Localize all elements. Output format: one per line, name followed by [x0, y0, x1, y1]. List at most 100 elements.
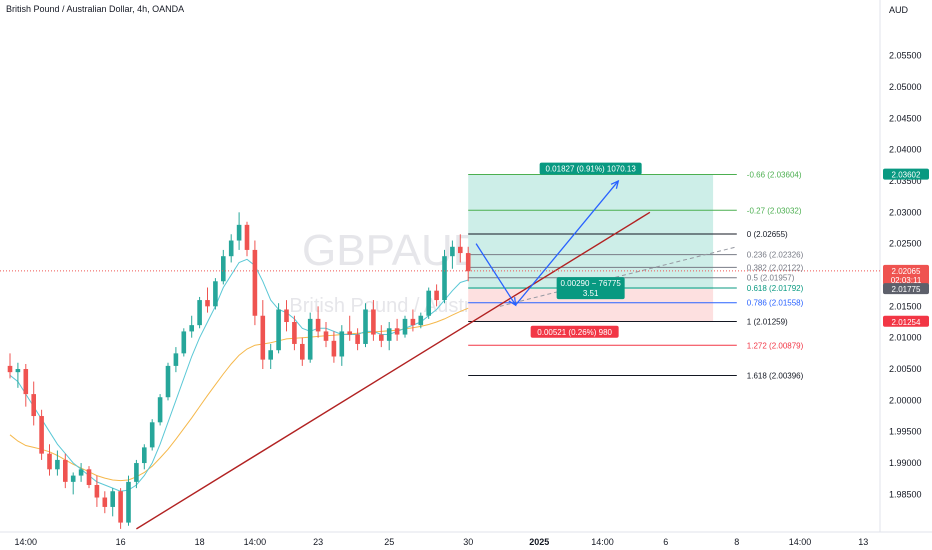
candle-body[interactable]	[142, 447, 147, 464]
candle-body[interactable]	[197, 300, 202, 326]
candle-body[interactable]	[118, 491, 123, 523]
fib-level-label: 1 (2.01259)	[747, 317, 788, 326]
candle-body[interactable]	[149, 422, 155, 448]
candle-body[interactable]	[268, 350, 273, 360]
candle-body[interactable]	[126, 481, 131, 523]
candle-body[interactable]	[426, 290, 431, 316]
price-tick-label: 1.99000	[889, 458, 922, 468]
candle-body[interactable]	[110, 491, 115, 507]
candle-body[interactable]	[355, 334, 360, 344]
candle-body[interactable]	[434, 290, 439, 301]
time-tick-label: 30	[463, 537, 473, 547]
candle-body[interactable]	[7, 365, 13, 373]
candle-body[interactable]	[379, 334, 384, 341]
price-tick-label: 1.99500	[889, 427, 922, 437]
candle-body[interactable]	[228, 240, 234, 257]
price-tag[interactable]: 2.03602	[883, 168, 929, 180]
candle-body[interactable]	[157, 397, 163, 423]
chart-title: British Pound / Australian Dollar, 4h, O…	[6, 4, 185, 14]
candle-body[interactable]	[292, 322, 297, 344]
candle-body[interactable]	[47, 453, 52, 470]
fast-moving-average	[9, 258, 469, 492]
candle-body[interactable]	[465, 253, 471, 272]
candle-body[interactable]	[70, 475, 76, 482]
candle-body[interactable]	[418, 315, 424, 326]
candle-body[interactable]	[181, 331, 187, 354]
candle-body[interactable]	[78, 469, 84, 476]
candle-body[interactable]	[363, 309, 368, 344]
fib-level-label: 1.618 (2.00396)	[747, 372, 804, 381]
candle-body[interactable]	[410, 318, 416, 326]
candle-body[interactable]	[31, 394, 36, 417]
candle-body[interactable]	[165, 365, 171, 398]
projection-arrow-head-up	[610, 179, 620, 189]
time-tick-label: 6	[663, 537, 668, 547]
candle-body[interactable]	[236, 224, 242, 241]
target-label[interactable]: 0.01827 (0.91%) 1070.13	[539, 162, 642, 175]
candle-body[interactable]	[260, 315, 266, 360]
candle-body[interactable]	[371, 309, 376, 335]
fib-level-label: 0.5 (2.01957)	[747, 274, 795, 283]
plot-area	[0, 173, 880, 530]
candle-body[interactable]	[284, 309, 289, 323]
price-tick-label: 1.98500	[889, 489, 922, 499]
candle-body[interactable]	[221, 256, 226, 282]
candle-body[interactable]	[15, 369, 21, 373]
time-tick-label: 18	[195, 537, 205, 547]
entry-label-line1: 0.00290 − 76775	[561, 279, 622, 288]
candle-body[interactable]	[63, 459, 68, 482]
candle-body[interactable]	[173, 353, 179, 366]
candle-body[interactable]	[458, 246, 463, 254]
candle-body[interactable]	[276, 309, 281, 351]
candle-body[interactable]	[347, 331, 352, 335]
price-tick-label: 2.04000	[889, 145, 922, 155]
price-tick-label: 2.05500	[889, 51, 922, 61]
candle-body[interactable]	[339, 331, 345, 357]
fib-level-label: 0.618 (2.01792)	[747, 284, 804, 293]
entry-label-bg	[556, 277, 625, 300]
candle-body[interactable]	[402, 318, 408, 335]
candle-body[interactable]	[252, 249, 258, 316]
price-tag[interactable]: 2.01254	[883, 315, 929, 327]
candle-body[interactable]	[102, 497, 108, 507]
fib-level-label: 0.786 (2.01558)	[747, 299, 804, 308]
candle-body[interactable]	[39, 416, 44, 454]
candle-body[interactable]	[386, 328, 392, 341]
candle-body[interactable]	[300, 343, 305, 360]
candle-body[interactable]	[86, 469, 92, 485]
candle-body[interactable]	[244, 224, 250, 250]
trendline[interactable]	[136, 211, 651, 530]
candle-body[interactable]	[323, 331, 329, 341]
time-tick-label: 16	[116, 537, 126, 547]
candle-body[interactable]	[189, 325, 194, 332]
candle-body[interactable]	[94, 484, 100, 498]
target-label-bg	[539, 162, 642, 175]
stop-label[interactable]: 0.00521 (0.26%) 980	[530, 325, 619, 338]
candle-body[interactable]	[331, 340, 337, 357]
candle-body[interactable]	[442, 256, 447, 301]
price-tag-bg	[883, 264, 929, 285]
price-tag-value: 2.01254	[892, 318, 921, 327]
fib-level-label: 0.236 (2.02326)	[747, 251, 804, 260]
price-tag-countdown: 02:03:11	[891, 276, 922, 285]
candle-body[interactable]	[394, 328, 400, 335]
time-tick-label: 14:00	[244, 537, 267, 547]
price-tag-bg	[883, 168, 929, 180]
candle-body[interactable]	[450, 246, 455, 257]
candle-body[interactable]	[307, 318, 313, 360]
time-tick-label: 14:00	[789, 537, 812, 547]
candle-body[interactable]	[205, 300, 210, 307]
target-zone	[468, 174, 714, 290]
fib-level-label: 0 (2.02655)	[747, 230, 788, 239]
candle-body[interactable]	[315, 318, 321, 332]
candle-body[interactable]	[213, 281, 218, 307]
price-tag[interactable]: 2.01775	[883, 283, 929, 295]
candle-body[interactable]	[134, 463, 139, 482]
candle-body[interactable]	[55, 459, 60, 470]
candle-body[interactable]	[23, 369, 29, 395]
time-tick-label: 2025	[529, 537, 549, 547]
